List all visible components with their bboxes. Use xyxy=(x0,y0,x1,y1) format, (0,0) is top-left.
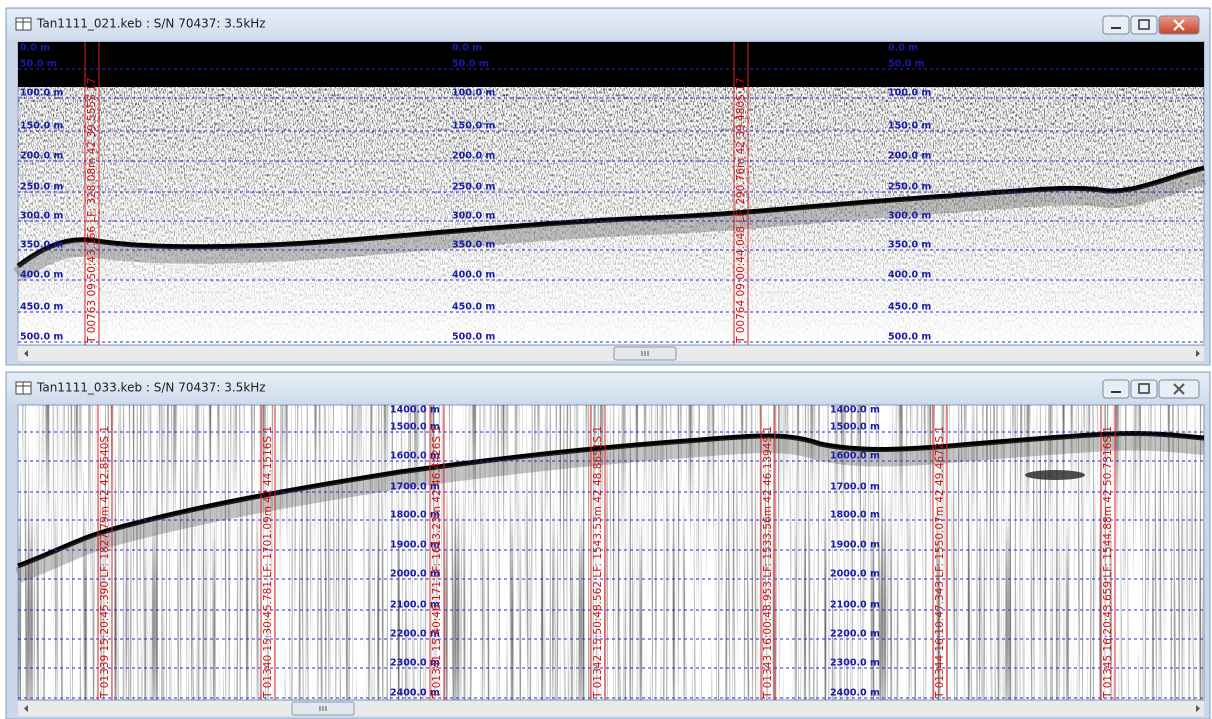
fix-annotation: T 01345 16:20:43.659 LF: 1544.88m 42 50.… xyxy=(1102,426,1114,699)
fix-annotation: T 01341 15:40:46.171 LF: 1613.23m 42 46.… xyxy=(431,426,443,699)
depth-label: 100.0 m xyxy=(452,88,495,99)
depth-label: 50.0 m xyxy=(452,59,489,70)
depth-label: 150.0 m xyxy=(888,121,931,132)
scrollbar xyxy=(18,701,1204,716)
depth-label: 500.0 m xyxy=(888,332,931,343)
fix-annotation: T 01339 15:20:45.390 LF: 1827.79m 42 42.… xyxy=(99,426,111,699)
depth-label: 350.0 m xyxy=(20,240,63,251)
depth-label: 1400.0 m xyxy=(830,405,880,416)
depth-label: 1500.0 m xyxy=(830,422,880,433)
depth-label: 1400.0 m xyxy=(390,405,440,416)
depth-label: 100.0 m xyxy=(888,88,931,99)
depth-label: 2300.0 m xyxy=(830,658,880,669)
depth-label: 2200.0 m xyxy=(830,629,880,640)
min-button[interactable] xyxy=(1103,16,1129,34)
depth-label: 150.0 m xyxy=(20,121,63,132)
depth-label: 500.0 m xyxy=(452,332,495,343)
depth-label: 1800.0 m xyxy=(830,510,880,521)
fix-annotation: T 01344 16:10:47.343 LF: 1550.07m 42 49.… xyxy=(934,426,946,699)
depth-label: 400.0 m xyxy=(452,270,495,281)
max-button[interactable] xyxy=(1131,16,1157,34)
depth-label: 500.0 m xyxy=(20,332,63,343)
window-title: Tan1111_033.keb : S/N 70437: 3.5kHz xyxy=(36,381,266,395)
fix-annotation: T 00763 09:50:43.166 LF: 328.08m 42 39.5… xyxy=(86,78,98,344)
depth-label: 200.0 m xyxy=(888,151,931,162)
depth-label: 2400.0 m xyxy=(830,688,880,699)
depth-label: 100.0 m xyxy=(20,88,63,99)
depth-label: 1700.0 m xyxy=(830,482,880,493)
depth-label: 300.0 m xyxy=(888,211,931,222)
fix-annotation: T 01342 15:50:48.562 LF: 1543.53m 42 48.… xyxy=(592,426,604,699)
depth-label: 450.0 m xyxy=(452,302,495,313)
depth-label: 50.0 m xyxy=(20,59,57,70)
depth-label: 0.0 m xyxy=(888,43,918,54)
depth-label: 250.0 m xyxy=(20,182,63,193)
depth-label: 1600.0 m xyxy=(830,451,880,462)
fix-annotation: T 01343 16:00:48.953 LF: 1533.56m 42 46.… xyxy=(762,426,774,699)
echo-patch xyxy=(1025,470,1085,480)
depth-label: 300.0 m xyxy=(452,211,495,222)
depth-label: 0.0 m xyxy=(452,43,482,54)
window-title: Tan1111_021.keb : S/N 70437: 3.5kHz xyxy=(36,17,266,31)
fix-annotation: T 01340 15:30:45.781 LF: 1701.09m 42 44.… xyxy=(262,426,274,699)
min-button[interactable] xyxy=(1103,380,1129,398)
depth-label: 250.0 m xyxy=(888,182,931,193)
depth-label: 0.0 m xyxy=(20,43,50,54)
depth-label: 2000.0 m xyxy=(830,569,880,580)
water-noise xyxy=(18,80,1204,345)
depth-label: 350.0 m xyxy=(452,240,495,251)
depth-label: 450.0 m xyxy=(888,302,931,313)
max-button[interactable] xyxy=(1131,380,1157,398)
depth-label: 400.0 m xyxy=(888,270,931,281)
depth-label: 50.0 m xyxy=(888,59,925,70)
depth-label: 400.0 m xyxy=(20,270,63,281)
screen: Tan1111_021.keb : S/N 70437: 3.5kHz 0.0 m… xyxy=(0,0,1212,719)
scrollbar xyxy=(18,346,1204,361)
depth-label: 2100.0 m xyxy=(830,600,880,611)
depth-label: 350.0 m xyxy=(888,240,931,251)
depth-label: 200.0 m xyxy=(20,151,63,162)
depth-label: 450.0 m xyxy=(20,302,63,313)
depth-label: 1900.0 m xyxy=(830,540,880,551)
depth-label: 200.0 m xyxy=(452,151,495,162)
fix-annotation: T 00764 09:00:44.048 LF: 290.76m 42 39.4… xyxy=(735,78,747,344)
page: {"windows": [ {"title": "Tan1111_021.keb… xyxy=(0,0,1212,719)
depth-label: 150.0 m xyxy=(452,121,495,132)
depth-label: 250.0 m xyxy=(452,182,495,193)
depth-label: 300.0 m xyxy=(20,211,63,222)
